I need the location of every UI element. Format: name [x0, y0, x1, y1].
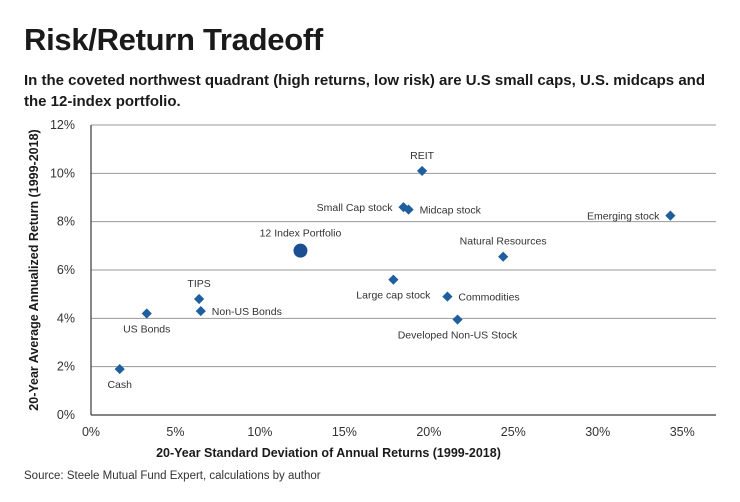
y-tick-label: 0% — [57, 408, 75, 422]
axes — [90, 125, 716, 416]
label-developed-non-us-stock: Developed Non-US Stock — [398, 330, 518, 342]
label-us-bonds: US Bonds — [123, 324, 170, 336]
label-emerging-stock: Emerging stock — [587, 211, 660, 223]
y-axis-title: 20-Year Average Annualized Return (1999-… — [27, 129, 41, 410]
x-tick-label: 20% — [416, 425, 441, 439]
y-tick-label: 4% — [57, 311, 75, 325]
source-note: Source: Steele Mutual Fund Expert, calcu… — [24, 470, 321, 482]
y-tick-label: 8% — [57, 215, 75, 229]
y-tick-label: 10% — [50, 166, 75, 180]
label-cash: Cash — [107, 379, 132, 391]
label-tips: TIPS — [187, 278, 210, 290]
label-12-index-portfolio: 12 Index Portfolio — [260, 228, 342, 240]
y-tick-label: 12% — [50, 118, 75, 132]
point-commodities — [442, 291, 453, 302]
y-tick-label: 2% — [57, 360, 75, 374]
point-emerging-stock — [665, 210, 676, 221]
label-natural-resources: Natural Resources — [460, 236, 547, 248]
point-tips — [194, 293, 205, 305]
y-tick-label: 6% — [57, 263, 75, 277]
point-12-index-portfolio — [293, 243, 308, 258]
point-us-bonds — [141, 308, 152, 319]
chart-subtitle: In the coveted northwest quadrant (high … — [24, 72, 705, 110]
gridlines — [91, 124, 716, 368]
point-midcap-stock — [403, 204, 414, 215]
label-midcap-stock: Midcap stock — [420, 205, 482, 217]
x-tick-label: 15% — [332, 425, 357, 439]
x-tick-label: 35% — [670, 425, 695, 439]
point-labels: Cash US Bonds TIPS Non-US Bonds 12 Index Por… — [107, 150, 660, 391]
point-developed-non-us-stock — [452, 314, 463, 325]
point-large-cap-stock — [388, 274, 399, 285]
label-reit: REIT — [410, 150, 435, 162]
x-tick-label: 10% — [247, 425, 272, 439]
scatter-chart: 0% 2% 4% 6% 8% 10% 12% 0% 5% 10% 15% 20% 25% 30% 35% C… — [27, 118, 716, 460]
label-non-us-bonds: Non-US Bonds — [212, 306, 282, 318]
point-cash — [114, 363, 125, 375]
x-axis-title: 20-Year Standard Deviation of Annual Ret… — [156, 446, 501, 460]
point-non-us-bonds — [195, 305, 206, 317]
label-large-cap-stock: Large cap stock — [356, 290, 431, 302]
x-tick-label: 30% — [585, 425, 610, 439]
x-tick-label: 25% — [501, 425, 526, 439]
label-commodities: Commodities — [458, 292, 519, 304]
x-tick-label: 0% — [82, 425, 100, 439]
label-small-cap-stock: Small Cap stock — [317, 202, 394, 214]
chart-title: Risk/Return Tradeoff — [24, 22, 323, 57]
point-reit — [416, 165, 428, 177]
point-natural-resources — [498, 251, 509, 262]
x-tick-label: 5% — [166, 425, 184, 439]
tick-labels: 0% 2% 4% 6% 8% 10% 12% 0% 5% 10% 15% 20% 25% 30% 35% — [50, 118, 695, 439]
